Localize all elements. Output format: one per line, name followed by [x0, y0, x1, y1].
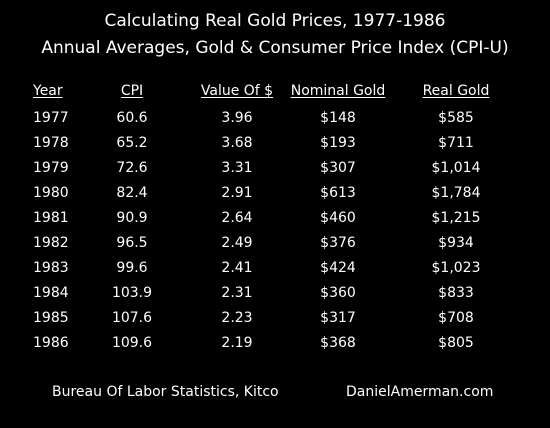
header-value-of-dollar: Value Of $	[200, 83, 274, 99]
cell-value-of-dollar: 2.41	[221, 260, 253, 276]
website-credit: DanielAmerman.com	[346, 384, 494, 400]
cell-value-of-dollar: 2.91	[221, 185, 253, 201]
table-row: 1984 103.9 2.31 $360 $833	[0, 284, 550, 309]
table-row: 1983 99.6 2.41 $424 $1,023	[0, 259, 550, 284]
cell-nominal-gold: $368	[320, 335, 356, 351]
cell-nominal-gold: $424	[320, 260, 356, 276]
cell-cpi: 107.6	[111, 310, 153, 326]
cell-cpi: 65.2	[116, 135, 148, 151]
table-row: 1982 96.5 2.49 $376 $934	[0, 234, 550, 259]
table-header-row: Year CPI Value Of $ Nominal Gold Real Go…	[0, 82, 550, 109]
header-cpi: CPI	[120, 83, 144, 99]
cell-value-of-dollar: 2.31	[221, 285, 253, 301]
cell-cpi: 109.6	[111, 335, 153, 351]
cell-real-gold: $805	[438, 335, 474, 351]
cell-real-gold: $708	[438, 310, 474, 326]
cell-cpi: 90.9	[116, 210, 148, 226]
cell-real-gold: $833	[438, 285, 474, 301]
cell-value-of-dollar: 2.64	[221, 210, 253, 226]
header-real-gold: Real Gold	[422, 83, 490, 99]
table-row: 1978 65.2 3.68 $193 $711	[0, 134, 550, 159]
chart-title: Calculating Real Gold Prices, 1977-1986	[104, 11, 446, 31]
cell-nominal-gold: $193	[320, 135, 356, 151]
data-table: Year CPI Value Of $ Nominal Gold Real Go…	[0, 82, 550, 359]
cell-real-gold: $1,784	[431, 185, 481, 201]
header-nominal-gold: Nominal Gold	[290, 83, 386, 99]
header-year: Year	[33, 83, 63, 99]
table-row: 1985 107.6 2.23 $317 $708	[0, 309, 550, 334]
cell-cpi: 103.9	[111, 285, 153, 301]
cell-year: 1984	[33, 285, 69, 301]
cell-real-gold: $1,023	[431, 260, 481, 276]
table-row: 1977 60.6 3.96 $148 $585	[0, 109, 550, 134]
cell-year: 1978	[33, 135, 69, 151]
cell-year: 1981	[33, 210, 69, 226]
cell-cpi: 82.4	[116, 185, 148, 201]
source-note: Bureau Of Labor Statistics, Kitco	[52, 384, 279, 400]
cell-real-gold: $934	[438, 235, 474, 251]
cell-nominal-gold: $148	[320, 110, 356, 126]
cell-cpi: 99.6	[116, 260, 148, 276]
table-row: 1979 72.6 3.31 $307 $1,014	[0, 159, 550, 184]
cell-year: 1980	[33, 185, 69, 201]
table-row: 1980 82.4 2.91 $613 $1,784	[0, 184, 550, 209]
cell-year: 1977	[33, 110, 69, 126]
cell-real-gold: $711	[438, 135, 474, 151]
cell-nominal-gold: $360	[320, 285, 356, 301]
cell-nominal-gold: $307	[320, 160, 356, 176]
cell-year: 1983	[33, 260, 69, 276]
cell-real-gold: $1,215	[431, 210, 481, 226]
cell-nominal-gold: $613	[320, 185, 356, 201]
cell-nominal-gold: $317	[320, 310, 356, 326]
table-row: 1981 90.9 2.64 $460 $1,215	[0, 209, 550, 234]
cell-cpi: 72.6	[116, 160, 148, 176]
cell-value-of-dollar: 3.96	[221, 110, 253, 126]
cell-nominal-gold: $460	[320, 210, 356, 226]
cell-value-of-dollar: 3.31	[221, 160, 253, 176]
cell-year: 1985	[33, 310, 69, 326]
cell-year: 1986	[33, 335, 69, 351]
cell-year: 1982	[33, 235, 69, 251]
cell-year: 1979	[33, 160, 69, 176]
cell-value-of-dollar: 3.68	[221, 135, 253, 151]
cell-cpi: 96.5	[116, 235, 148, 251]
cell-cpi: 60.6	[116, 110, 148, 126]
cell-value-of-dollar: 2.19	[221, 335, 253, 351]
cell-value-of-dollar: 2.49	[221, 235, 253, 251]
cell-real-gold: $585	[438, 110, 474, 126]
cell-real-gold: $1,014	[431, 160, 481, 176]
chart-subtitle: Annual Averages, Gold & Consumer Price I…	[41, 38, 509, 58]
cell-value-of-dollar: 2.23	[221, 310, 253, 326]
table-row: 1986 109.6 2.19 $368 $805	[0, 334, 550, 359]
cell-nominal-gold: $376	[320, 235, 356, 251]
